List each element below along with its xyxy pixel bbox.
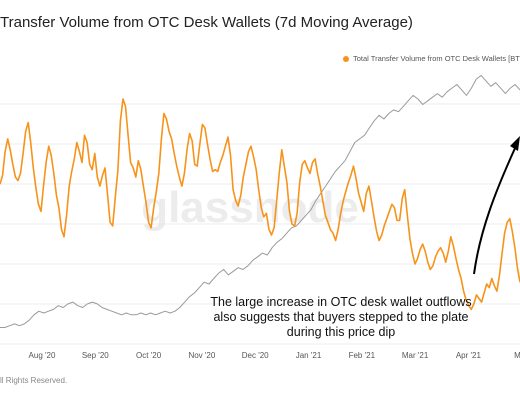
legend-marker — [343, 55, 349, 62]
annotation-arrow — [473, 145, 517, 275]
annotation-line: during this price dip — [286, 325, 396, 339]
legend[interactable]: Total Transfer Volume from OTC Desk Wall… — [343, 54, 520, 63]
series-line-volume — [0, 98, 520, 311]
legend-label: Total Transfer Volume from OTC Desk Wall… — [353, 54, 520, 63]
x-tick-label: Feb '21 — [349, 351, 376, 360]
chart-title: Transfer Volume from OTC Desk Wallets (7… — [0, 14, 413, 31]
copyright-footer: ll Rights Reserved. — [0, 376, 68, 385]
x-axis: Aug '20 Sep '20 Oct '20 Nov '20 Dec '20 Jan '… — [29, 351, 520, 360]
x-tick-label: Oct '20 — [136, 351, 162, 360]
x-tick-label: Apr '21 — [456, 351, 482, 360]
x-tick-label: Dec '20 — [242, 351, 269, 360]
x-tick-label: Aug '20 — [29, 351, 56, 360]
x-tick-label: Jan '21 — [296, 351, 322, 360]
x-tick-label: Nov '20 — [188, 351, 215, 360]
annotation-line: The large increase in OTC desk wallet ou… — [210, 295, 472, 309]
watermark: glassnode — [141, 183, 359, 232]
chart-area: glassnode Aug '20 Sep '20 Oct '20 Nov '20 De… — [0, 74, 520, 360]
x-tick-label: Sep '20 — [82, 351, 109, 360]
annotation-arrowhead — [510, 136, 520, 151]
x-tick-label: May — [514, 351, 520, 360]
gridlines — [0, 103, 520, 345]
annotation-text: The large increase in OTC desk wallet ou… — [196, 295, 486, 340]
x-tick-label: Mar '21 — [402, 351, 429, 360]
series-line-price — [0, 74, 520, 328]
annotation-line: also suggests that buyers stepped to the… — [213, 310, 469, 324]
